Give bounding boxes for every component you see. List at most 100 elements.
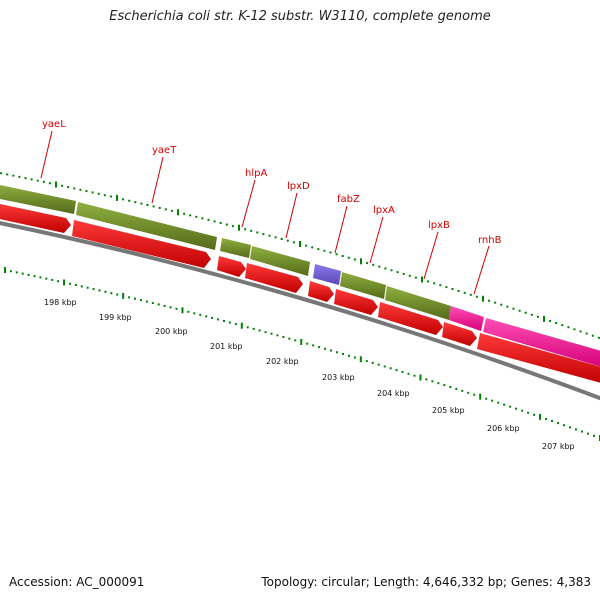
minor-tick [557,422,560,425]
minor-tick [139,299,142,302]
minor-tick [306,342,309,345]
minor-tick [445,286,448,289]
minor-tick [92,288,95,291]
kbp-label: 207 kbp [542,442,575,451]
minor-tick [282,336,285,339]
minor-tick [401,370,404,373]
minor-tick [48,182,51,185]
minor-tick [109,195,112,198]
minor-tick [42,180,45,183]
minor-tick [170,209,173,212]
kbp-label: 202 kbp [266,357,299,366]
minor-tick [222,319,225,322]
cds-track [0,204,600,383]
minor-tick [36,179,39,182]
gene-feature-track [0,185,600,367]
minor-tick [103,194,106,197]
minor-tick [467,391,470,394]
minor-tick [79,188,82,191]
minor-tick [515,407,518,410]
gene-label-lpxA: lpxA [373,205,395,216]
minor-tick [317,248,320,251]
major-tick [238,224,240,231]
minor-tick [347,256,350,259]
minor-tick [365,360,368,363]
minor-tick [597,336,600,339]
minor-tick [439,284,442,287]
minor-tick [512,307,515,310]
minor-tick [30,178,33,181]
minor-tick [73,187,76,190]
kbp-label: 204 kbp [377,389,410,398]
minor-tick [268,234,271,237]
minor-tick [292,241,295,244]
minor-tick [21,272,24,275]
major-tick [419,374,422,381]
cds-arrow [442,322,477,346]
minor-tick [294,339,297,342]
gene-label-fabZ: fabZ [337,194,360,205]
cds-arrow [334,289,378,315]
minor-tick [258,329,261,332]
major-tick [300,339,303,345]
kbp-label: 205 kbp [432,406,465,415]
minor-tick [378,265,381,268]
kbp-label: 206 kbp [487,424,520,433]
minor-tick [175,307,178,310]
gene-label-rnhB: rnhB [478,235,502,246]
gene-label-lpxD: lpxD [287,181,310,192]
minor-tick [74,284,77,287]
minor-tick [329,251,332,254]
minor-tick [45,277,48,280]
major-tick [122,292,125,299]
major-tick [55,181,57,188]
gene-label-hlpA: hlpA [245,168,267,179]
gene-feature [449,306,484,331]
minor-tick [563,424,566,427]
minor-tick [366,262,369,265]
minor-tick [521,409,524,412]
minor-tick [205,315,208,318]
minor-tick [455,387,458,390]
cds-arrow [245,263,303,293]
gene-feature [483,318,600,367]
minor-tick [61,184,64,187]
minor-tick [244,228,247,231]
cds-arrow [72,220,211,268]
kbp-label: 203 kbp [322,373,355,382]
minor-tick [270,332,273,335]
minor-tick [530,313,533,316]
minor-tick [24,177,27,180]
minor-tick [425,378,428,381]
minor-tick [33,275,36,278]
minor-tick [506,305,509,308]
major-tick [479,393,482,400]
minor-tick [280,238,283,241]
minor-tick [286,239,289,242]
minor-tick [335,351,338,354]
minor-tick [330,349,333,352]
minor-tick [533,413,536,416]
minor-tick [347,354,350,357]
minor-tick [110,292,113,295]
minor-tick [407,372,410,375]
minor-tick [187,310,190,313]
minor-tick [371,361,374,364]
minor-tick [545,417,548,420]
major-tick [539,413,542,420]
minor-tick [311,246,314,249]
minor-tick [549,319,552,322]
minor-tick [414,276,417,279]
gene-feature [250,246,310,276]
minor-tick [341,352,344,355]
minor-tick [262,233,265,236]
minor-tick [384,267,387,270]
major-tick [359,356,362,363]
minor-tick [485,397,488,400]
minor-tick [437,382,440,385]
minor-tick [0,172,3,175]
minor-tick [469,293,472,296]
minor-tick [408,274,411,277]
kbp-label: 200 kbp [155,327,188,336]
minor-tick [195,215,198,218]
